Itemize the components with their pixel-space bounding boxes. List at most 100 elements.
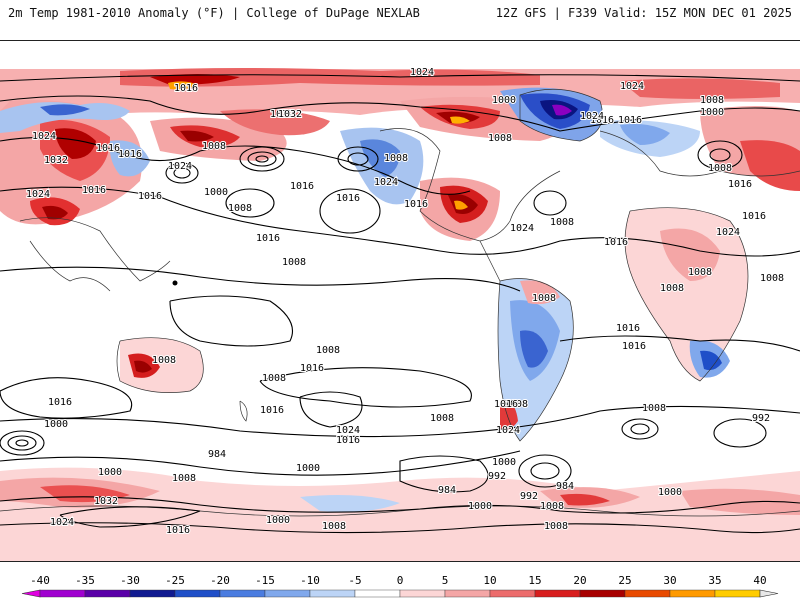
isobar-label: 1008 [708, 163, 732, 174]
isobar-label: 1008 [760, 273, 784, 284]
isobar-label: 1016 [174, 83, 198, 94]
isobar-label: 1008 [642, 403, 666, 414]
isobar-label: 1008 [152, 355, 176, 366]
isobar-label: 1024 [620, 81, 644, 92]
isobar-label: 1032 [278, 109, 302, 120]
isobar-label: 984 [208, 449, 226, 460]
anomaly-map: 1024 1016 1024 1032 1024 1016 1032 1016 1008 1000… [0, 40, 800, 562]
colorbar-cell [264, 589, 311, 598]
colorbar-cell [309, 589, 356, 598]
isobar-label: 992 [752, 413, 770, 424]
isobar-label: 1024 [716, 227, 740, 238]
isobar-label: 1032 [270, 109, 294, 120]
isobar-label: 1016 [494, 399, 518, 410]
isobar-label: 1000 [98, 467, 122, 478]
isobar-label: 1008 [504, 399, 528, 410]
colorbar-cell [174, 589, 221, 598]
isobar-label: 1008 [700, 95, 724, 106]
isobar-label: 1016 [728, 179, 752, 190]
colorbar-tick-label: -30 [120, 574, 140, 587]
isobar-label: 1016 [260, 405, 284, 416]
colorbar-tick-label: -40 [30, 574, 50, 587]
isobar-label: 1016 [290, 181, 314, 192]
isobar-label: 1024 [168, 161, 192, 172]
colorbar-tick-label: -35 [75, 574, 95, 587]
isobar-label: 1016 [166, 525, 190, 536]
isobar-label: 1008 [532, 293, 556, 304]
isobars [0, 74, 800, 534]
isobar-label: 1024 [26, 189, 50, 200]
colorbar-min-arrow [21, 589, 41, 598]
colorbar-cell [219, 589, 266, 598]
isobar-label: 1016 [300, 363, 324, 374]
high-pressure-marker [172, 280, 178, 286]
colorbar-tick-label: 40 [753, 574, 766, 587]
colorbar-tick-label: -10 [300, 574, 320, 587]
isobar-label: 1008 [550, 217, 574, 228]
isobar-label: 1008 [322, 521, 346, 532]
isobar-label: 1024 [32, 131, 56, 142]
isobar-label: 1000 [266, 515, 290, 526]
colorbar-tick-label: 0 [397, 574, 404, 587]
isobar-label: 1008 [262, 373, 286, 384]
isobar-label: 1008 [544, 521, 568, 532]
isobar-label: 1024 [580, 111, 604, 122]
isobar-label: 1032 [44, 155, 68, 166]
isobar-label: 992 [752, 413, 770, 424]
isobar-label: 1008 [202, 141, 226, 152]
colorbar-cell [354, 589, 401, 598]
isobar-label: 1024 [496, 425, 520, 436]
colorbar-cell [444, 589, 491, 598]
colorbar-tick-label: 20 [573, 574, 586, 587]
isobar-label: 1000 [296, 463, 320, 474]
isobar-label: 1016 [336, 193, 360, 204]
isobar-label: 1016 [96, 143, 120, 154]
coastlines [0, 88, 800, 517]
colorbar-tick-label: 10 [483, 574, 496, 587]
isobar-label: 1016 [48, 397, 72, 408]
isobar-label: 1016 [604, 237, 628, 248]
colorbar-tick-label: -25 [165, 574, 185, 587]
colorbar-cell [669, 589, 716, 598]
isobar-label: 1032 [94, 496, 118, 507]
isobar-label: 1016 [616, 323, 640, 334]
isobar-label: 1008 [430, 413, 454, 424]
colorbar-tick-label: 5 [442, 574, 449, 587]
colorbar-cell [714, 589, 761, 598]
colorbar-cell [534, 589, 581, 598]
isobar-label: 1024 [374, 177, 398, 188]
isobar-label: 1000 [468, 501, 492, 512]
isobar-label: 1016 [590, 115, 614, 126]
colorbar: -40 -35 -30 -25 -20 -15 -10 -5 0 5 10 15 20 25 30 35 40 [21, 574, 779, 598]
isobar-label: 1008 [282, 257, 306, 268]
colorbar-cell [579, 589, 626, 598]
isobar-label: 1008 [488, 133, 512, 144]
isobar-label: 1008 [228, 203, 252, 214]
southern-warm-band [0, 467, 800, 531]
isobar-label: 1024 [510, 223, 534, 234]
isobar-label: 1008 [316, 345, 340, 356]
colorbar-tick-label: 25 [618, 574, 631, 587]
isobar-label: 1000 [44, 419, 68, 430]
colorbar-max-arrow [759, 589, 779, 598]
colorbar-tick-label: 35 [708, 574, 721, 587]
isobar-label: 1024 [50, 517, 74, 528]
isobar-label: 1016 [138, 191, 162, 202]
isobar-label: 1008 [172, 473, 196, 484]
colorbar-tick-label: -5 [348, 574, 361, 587]
colorbar-tick-label: -15 [255, 574, 275, 587]
isobar-label: 1000 [700, 107, 724, 118]
colorbar-tick-label: -20 [210, 574, 230, 587]
colorbar-cell [489, 589, 536, 598]
model-run-valid-time: 12Z GFS | F339 Valid: 15Z MON DEC 01 202… [495, 6, 792, 20]
isobar-label: 984 [556, 481, 574, 492]
isobar-label: 1016 [618, 115, 642, 126]
isobar-label: 1000 [492, 457, 516, 468]
isobar-label: 1016 [118, 149, 142, 160]
colorbar-cell [624, 589, 671, 598]
isobar-label: 1016 [622, 341, 646, 352]
isobar-label: 1008 [660, 283, 684, 294]
isobar-label: 984 [438, 485, 456, 496]
isobar-label: 1008 [384, 153, 408, 164]
